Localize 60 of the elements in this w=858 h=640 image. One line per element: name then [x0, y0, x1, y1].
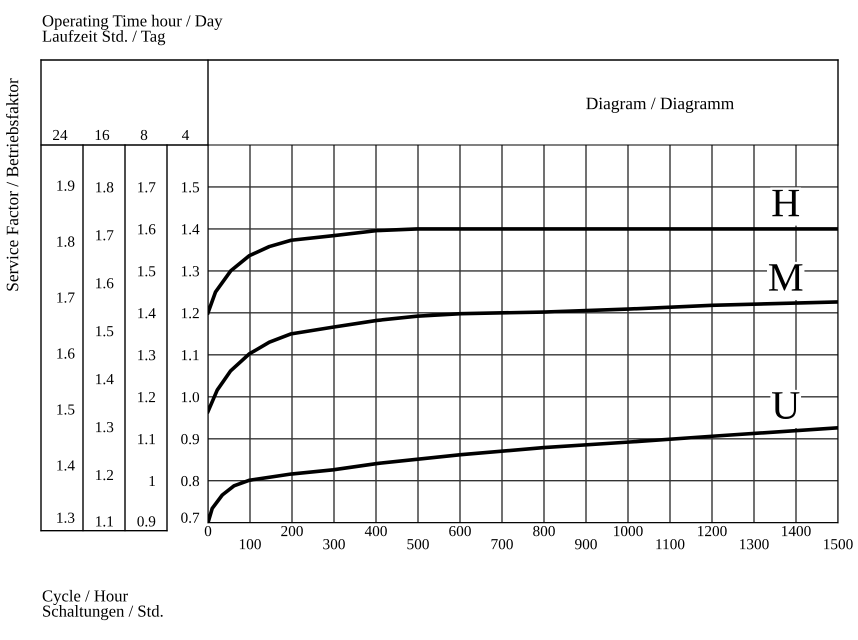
text: 1.8 [57, 236, 74, 247]
y2-tick-label: 1.3 [138, 350, 156, 360]
y2-tick-label: 1.7 [138, 182, 156, 192]
y-tick-label: 0.8 [181, 476, 200, 486]
x-tick-label: 1000 [614, 526, 643, 536]
x-tick-label: 200 [281, 526, 303, 536]
y3-tick-label: 1.8 [96, 182, 114, 192]
text: 1.4 [57, 460, 75, 471]
y-tick-label: 1.0 [182, 392, 200, 402]
series-label: U [772, 392, 800, 419]
y3-axis-title: 16 [96, 130, 110, 140]
y3-tick-label: 1.6 [96, 278, 114, 288]
x-axis-title: Cycle / Hour Schaltungen / Std. [42, 590, 163, 620]
x2-tick-label: 1100 [656, 539, 684, 550]
x-tick-label: 800 [533, 526, 555, 536]
x2-tick-label: 700 [492, 539, 513, 550]
x2-tick-label: 1500 [824, 539, 853, 550]
y2-axis-title: 8 [140, 130, 148, 140]
x-tick-label: 0 [204, 526, 212, 536]
x2-tick-label: 1300 [740, 539, 769, 550]
text: Service Factor / Betriebsfaktor [6, 78, 18, 291]
y-tick-label: 0.9 [181, 434, 200, 444]
y3-tick-label: 1.1 [96, 516, 113, 527]
y3-tick-label: 1.7 [96, 230, 114, 240]
y2-tick-label: 1.1 [138, 434, 155, 444]
text: 1.5 [57, 404, 74, 415]
y2-tick-label: 1.6 [138, 224, 156, 234]
x-tick-label: 1200 [698, 526, 727, 536]
y2-tick-label: 1.4 [138, 308, 156, 318]
x2-tick-label: 900 [575, 539, 597, 550]
text: 1.6 [57, 348, 75, 359]
y-tick-label: 1.5 [182, 182, 200, 192]
y3-tick-label: 1.3 [96, 422, 114, 432]
y-axis-title: 4 [182, 130, 190, 140]
y-tick-label: 0.7 [181, 512, 200, 523]
y-tick-label: 1.3 [182, 266, 200, 276]
y2-tick-label: 1.5 [138, 266, 156, 276]
x2-tick-label: 500 [407, 539, 429, 550]
x-tick-label: 400 [364, 526, 387, 536]
series-label: M [768, 264, 802, 291]
x-tick-label: 600 [449, 526, 471, 536]
x-tick-label: 1400 [782, 526, 811, 536]
y2-tick-label: 0.9 [137, 516, 156, 527]
y3-tick-label: 1.4 [96, 374, 114, 384]
y3-tick-label: 1.5 [96, 326, 114, 336]
y2-tick-label: 1.2 [138, 392, 156, 402]
text: 1.7 [57, 292, 75, 303]
x2-tick-label: 100 [240, 539, 261, 550]
legend-label: H [772, 190, 800, 216]
y-tick-label: 1.4 [182, 224, 200, 234]
text: 1.3 [57, 512, 74, 523]
y2-tick-label: 1 [150, 476, 155, 486]
y-tick-label: 1.2 [182, 308, 199, 318]
text: 1.9 [57, 180, 74, 191]
text: Operating Time hour / Day Laufzeit Std. / Tag [42, 14, 222, 46]
y-tick-label: 1.1 [182, 350, 199, 360]
chart-title: Diagram / Diagramm [586, 98, 734, 113]
text: 24 [53, 130, 68, 140]
x2-tick-label: 300 [323, 539, 345, 550]
y3-tick-label: 1.2 [96, 470, 114, 480]
